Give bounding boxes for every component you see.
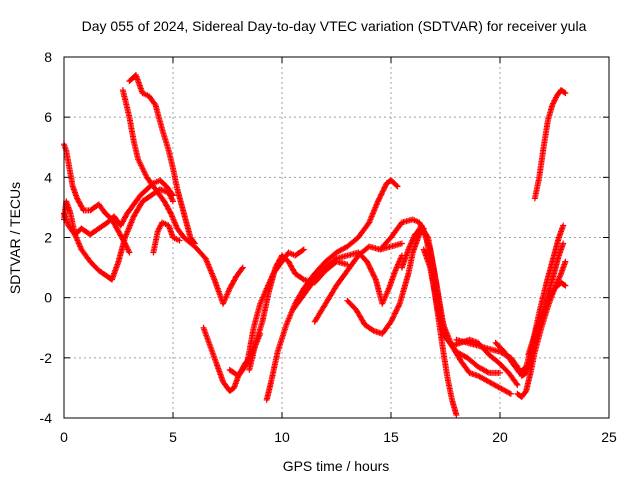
y-tick-label: 2 <box>44 230 52 246</box>
series-arc12 <box>311 240 405 325</box>
plus-markers <box>263 177 401 403</box>
series-arc10 <box>263 177 401 403</box>
series-arc11 <box>289 249 405 313</box>
series-arc13 <box>344 225 427 337</box>
series-arc9 <box>246 252 351 373</box>
y-tick-label: 4 <box>44 169 52 185</box>
plus-markers <box>150 219 183 256</box>
plus-markers <box>514 258 569 400</box>
plus-markers <box>525 279 569 358</box>
series-arc20 <box>514 258 569 400</box>
x-axis-label: GPS time / hours <box>283 458 390 474</box>
plus-markers <box>289 249 405 313</box>
plus-markers <box>311 240 405 325</box>
series-arc17 <box>420 246 521 388</box>
x-tick-label: 0 <box>60 429 68 445</box>
x-tick-label: 20 <box>492 429 508 445</box>
series-arc6 <box>150 219 183 256</box>
x-tick-label: 10 <box>274 429 290 445</box>
y-tick-label: 6 <box>44 109 52 125</box>
x-tick-label: 15 <box>383 429 399 445</box>
series-arc3 <box>61 141 133 256</box>
y-axis-label: SDTVAR / TECUs <box>7 182 23 294</box>
plus-markers <box>119 87 246 307</box>
series-layer <box>61 72 569 418</box>
plus-markers <box>126 72 198 247</box>
plus-markers <box>246 252 351 373</box>
series-arc5 <box>126 72 198 247</box>
y-axis-ticks: -4 -2 0 2 4 6 8 <box>40 49 609 426</box>
x-tick-label: 25 <box>601 429 617 445</box>
series-arc4 <box>119 87 246 307</box>
plus-markers <box>420 246 521 388</box>
plus-markers <box>344 225 427 337</box>
plus-markers <box>61 141 133 256</box>
y-tick-label: 0 <box>44 290 52 306</box>
series-arc22 <box>531 87 569 202</box>
x-tick-label: 5 <box>169 429 177 445</box>
plot-frame <box>63 56 610 419</box>
y-tick-label: -2 <box>40 350 53 366</box>
plus-markers <box>531 87 569 202</box>
y-tick-label: -4 <box>40 410 53 426</box>
y-tick-label: 8 <box>44 49 52 65</box>
chart-title: Day 055 of 2024, Sidereal Day-to-day VTE… <box>82 18 587 34</box>
series-arc21 <box>525 279 569 358</box>
